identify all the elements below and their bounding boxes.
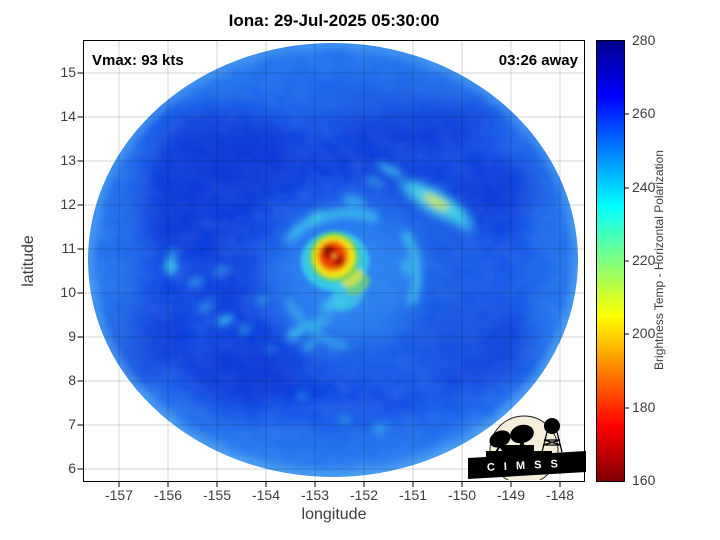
y-tick-label: 14 bbox=[60, 108, 76, 124]
satellite-dish-icon bbox=[510, 424, 534, 444]
colorbar-tick-label: 200 bbox=[632, 325, 656, 341]
vmax-annotation: Vmax: 93 kts bbox=[92, 52, 184, 69]
satellite-dish-icon bbox=[489, 430, 511, 448]
logo-text: C I M S S bbox=[487, 458, 562, 474]
y-tick-label: 10 bbox=[60, 284, 76, 300]
x-tick-label: -148 bbox=[545, 487, 575, 503]
y-tick-label: 13 bbox=[60, 152, 76, 168]
y-tick-label: 7 bbox=[68, 416, 76, 432]
colorbar-tick-label: 220 bbox=[632, 252, 656, 268]
colorbar-tick-label: 260 bbox=[632, 105, 656, 121]
colorbar-axis-label: Brightness Temp - Horizontal Polarizatio… bbox=[652, 150, 666, 370]
colorbar-tick-label: 240 bbox=[632, 179, 656, 195]
x-tick-label: -152 bbox=[349, 487, 379, 503]
grid-lines bbox=[84, 41, 584, 481]
logo-banner bbox=[468, 451, 586, 479]
page-title: Iona: 29-Jul-2025 05:30:00 bbox=[228, 11, 440, 30]
y-tick-label: 15 bbox=[60, 64, 76, 80]
x-tick-label: -150 bbox=[447, 487, 477, 503]
hurricane-swath-image bbox=[84, 41, 584, 481]
y-tick-label: 8 bbox=[68, 372, 76, 388]
cimss-logo: C I M S S bbox=[468, 415, 586, 480]
colorbar-tick-label: 160 bbox=[632, 472, 656, 488]
x-tick-label: -149 bbox=[496, 487, 526, 503]
x-tick-label: -153 bbox=[300, 487, 330, 503]
y-tick-label: 6 bbox=[68, 460, 76, 476]
y-tick-label: 12 bbox=[60, 196, 76, 212]
colorbar bbox=[596, 40, 625, 482]
water-tower-legs-icon bbox=[541, 431, 563, 453]
y-axis-label: latitude bbox=[20, 235, 37, 287]
overpass-countdown-annotation: 03:26 away bbox=[498, 52, 578, 69]
y-tick-label: 11 bbox=[61, 240, 76, 256]
plot-area: Vmax: 93 kts 03:26 away C I M S S bbox=[83, 40, 586, 482]
x-tick-label: -156 bbox=[153, 487, 183, 503]
colorbar-tick-label: 180 bbox=[632, 399, 656, 415]
colorbar-tick-label: 280 bbox=[632, 32, 656, 48]
x-tick-label: -154 bbox=[251, 487, 281, 503]
x-tick-label: -155 bbox=[202, 487, 232, 503]
x-tick-label: -157 bbox=[104, 487, 134, 503]
y-tick-label: 9 bbox=[68, 328, 76, 344]
x-axis-label: longitude bbox=[301, 506, 367, 523]
water-tower-tank-icon bbox=[544, 418, 560, 434]
x-tick-label: -151 bbox=[398, 487, 428, 503]
